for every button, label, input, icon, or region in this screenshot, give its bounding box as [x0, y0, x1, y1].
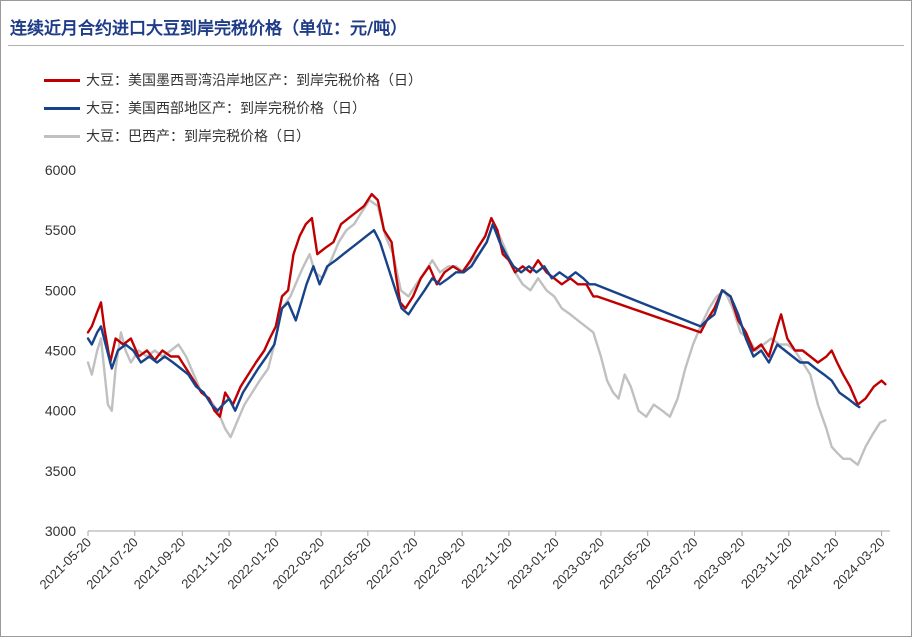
series-line-0: [86, 192, 887, 418]
y-tick-label: 4000: [45, 403, 76, 419]
legend-swatch-brazil: [44, 134, 80, 138]
series-line-1: [86, 223, 861, 412]
y-tick-label: 4500: [45, 343, 76, 359]
legend-swatch-us-gulf: [44, 78, 80, 82]
legend-item-brazil: 大豆：巴西产：到岸完税价格（日）: [44, 122, 422, 150]
y-tick-label: 5000: [45, 282, 76, 298]
y-tick-label: 5500: [45, 222, 76, 238]
legend-label-us-gulf: 大豆：美国墨西哥湾沿岸地区产：到岸完税价格（日）: [86, 73, 422, 89]
chart-title: 连续近月合约进口大豆到岸完税价格（单位：元/吨）: [10, 19, 408, 39]
title-divider: [8, 45, 904, 46]
legend-label-us-west: 大豆：美国西部地区产：到岸完税价格（日）: [86, 101, 366, 117]
legend-swatch-us-west: [44, 106, 80, 110]
chart-legend: 大豆：美国墨西哥湾沿岸地区产：到岸完税价格（日） 大豆：美国西部地区产：到岸完税…: [44, 66, 422, 150]
y-tick-label: 3000: [45, 523, 76, 539]
legend-item-us-west: 大豆：美国西部地区产：到岸完税价格（日）: [44, 94, 422, 122]
y-tick-label: 3500: [45, 463, 76, 479]
legend-label-brazil: 大豆：巴西产：到岸完税价格（日）: [86, 129, 310, 145]
legend-item-us-gulf: 大豆：美国墨西哥湾沿岸地区产：到岸完税价格（日）: [44, 66, 422, 94]
y-tick-label: 6000: [45, 162, 76, 178]
